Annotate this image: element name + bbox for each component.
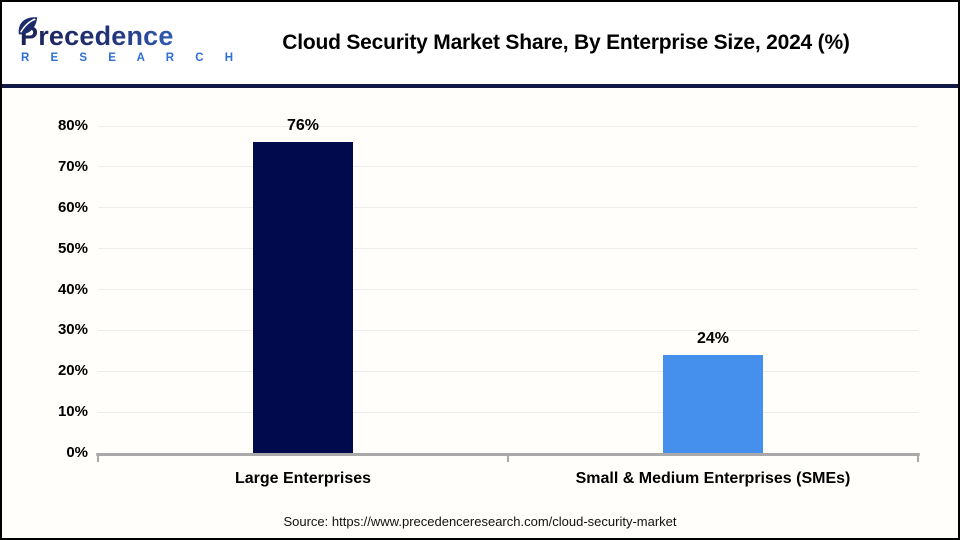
bar-value-label: 76% <box>286 117 320 135</box>
brand-logo: Precedence R E S E A R C H <box>18 17 243 65</box>
y-gridline <box>98 207 918 209</box>
leaf-icon <box>18 17 38 35</box>
bar-smes <box>663 354 763 453</box>
y-gridline <box>98 411 918 413</box>
header-divider <box>2 84 958 88</box>
bar-large-enterprises <box>253 142 353 453</box>
y-axis-tick-label: 30% <box>57 321 88 339</box>
source-citation: Source: https://www.precedenceresearch.c… <box>283 514 677 529</box>
y-gridline <box>98 125 918 127</box>
y-axis-tick-label: 70% <box>57 157 88 175</box>
y-axis-tick-label: 50% <box>57 239 88 257</box>
y-gridline <box>98 289 918 290</box>
header: Precedence R E S E A R C H Cloud Securit… <box>2 2 958 84</box>
x-axis-category-label: Large Enterprises <box>234 470 372 487</box>
y-gridline <box>98 166 918 168</box>
title-container: Cloud Security Market Share, By Enterpri… <box>218 31 958 55</box>
x-axis-category-label: Small & Medium Enterprises (SMEs) <box>575 470 851 487</box>
y-gridline <box>98 370 918 372</box>
x-axis-tick <box>97 453 99 462</box>
y-axis-tick-label: 60% <box>57 198 88 216</box>
y-gridline <box>98 329 918 331</box>
brand-subtitle: R E S E A R C H <box>21 52 243 65</box>
brand-name: Precedence <box>18 21 218 50</box>
bar-chart: Source: https://www.precedenceresearch.c… <box>2 88 958 538</box>
y-gridline <box>98 248 918 250</box>
x-axis-tick <box>917 453 919 462</box>
y-axis-tick-label: 40% <box>57 280 88 298</box>
y-axis-tick-label: 80% <box>57 117 88 134</box>
bar-value-label: 24% <box>696 329 730 347</box>
y-axis-tick-label: 20% <box>57 362 88 380</box>
y-axis-tick-label: 0% <box>66 444 88 461</box>
x-axis-tick <box>507 453 509 462</box>
page-title: Cloud Security Market Share, By Enterpri… <box>282 31 850 54</box>
y-axis-tick-label: 10% <box>57 403 88 421</box>
